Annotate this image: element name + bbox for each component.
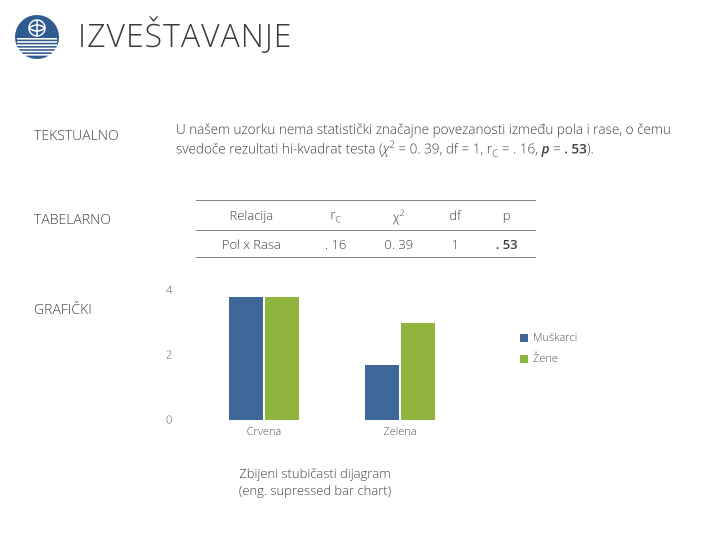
th-chi2: χ2 [365, 201, 433, 231]
body-eq2: = . 16, [498, 140, 541, 158]
bar [365, 365, 399, 420]
logo [14, 14, 60, 60]
td-rc: . 16 [307, 230, 365, 257]
caption-line2: (eng. supressed bar chart) [239, 481, 391, 499]
legend-label: Muškarci [533, 330, 577, 345]
caption-line1: Zbijeni stubičasti dijagram [239, 464, 390, 482]
legend-item: Muškarci [520, 330, 577, 345]
chart-plot-area: 024CrvenaZelena [180, 290, 510, 420]
td-p: . 53 [477, 230, 536, 257]
bar [401, 323, 435, 421]
body-text: U našem uzorku nema statistički značajne… [176, 120, 686, 161]
th-p: p [477, 201, 536, 231]
th-df: df [433, 201, 477, 231]
body-eq3: = [549, 140, 564, 158]
table-header-row: Relacija rC χ2 df p [196, 201, 536, 231]
legend-swatch [520, 355, 528, 363]
x-category-label: Crvena [219, 424, 309, 439]
legend-label: Žene [533, 351, 558, 366]
bar [265, 297, 299, 421]
stat-table: Relacija rC χ2 df p Pol x Rasa . 16 0. 3… [196, 200, 536, 258]
body-eq1: = 0. 39, df = 1, r [395, 140, 492, 158]
p-value: . 53 [564, 140, 587, 158]
section-label-chart: GRAFIČKI [34, 300, 92, 319]
th-rc: rC [307, 201, 365, 231]
chart: 024CrvenaZelena MuškarciŽene [160, 290, 560, 490]
th-relation: Relacija [196, 201, 307, 231]
td-relation: Pol x Rasa [196, 230, 307, 257]
y-tick: 0 [166, 413, 172, 428]
page-title: IZVEŠTAVANJE [78, 14, 292, 57]
legend-swatch [520, 334, 528, 342]
td-chi2: 0. 39 [365, 230, 433, 257]
section-label-text: TEKSTUALNO [34, 126, 119, 145]
slide-root: IZVEŠTAVANJE TEKSTUALNO TABELARNO GRAFIČ… [0, 0, 720, 540]
y-tick: 4 [166, 283, 172, 298]
legend-item: Žene [520, 351, 577, 366]
body-post: ). [587, 140, 594, 158]
y-tick: 2 [166, 348, 172, 363]
bar [229, 297, 263, 421]
table-row: Pol x Rasa . 16 0. 39 1 . 53 [196, 230, 536, 257]
chart-legend: Muškarci Žene [520, 330, 577, 372]
td-df: 1 [433, 230, 477, 257]
x-category-label: Zelena [355, 424, 445, 439]
chart-caption: Zbijeni stubičasti dijagram (eng. supres… [200, 465, 430, 499]
section-label-table: TABELARNO [34, 210, 111, 229]
